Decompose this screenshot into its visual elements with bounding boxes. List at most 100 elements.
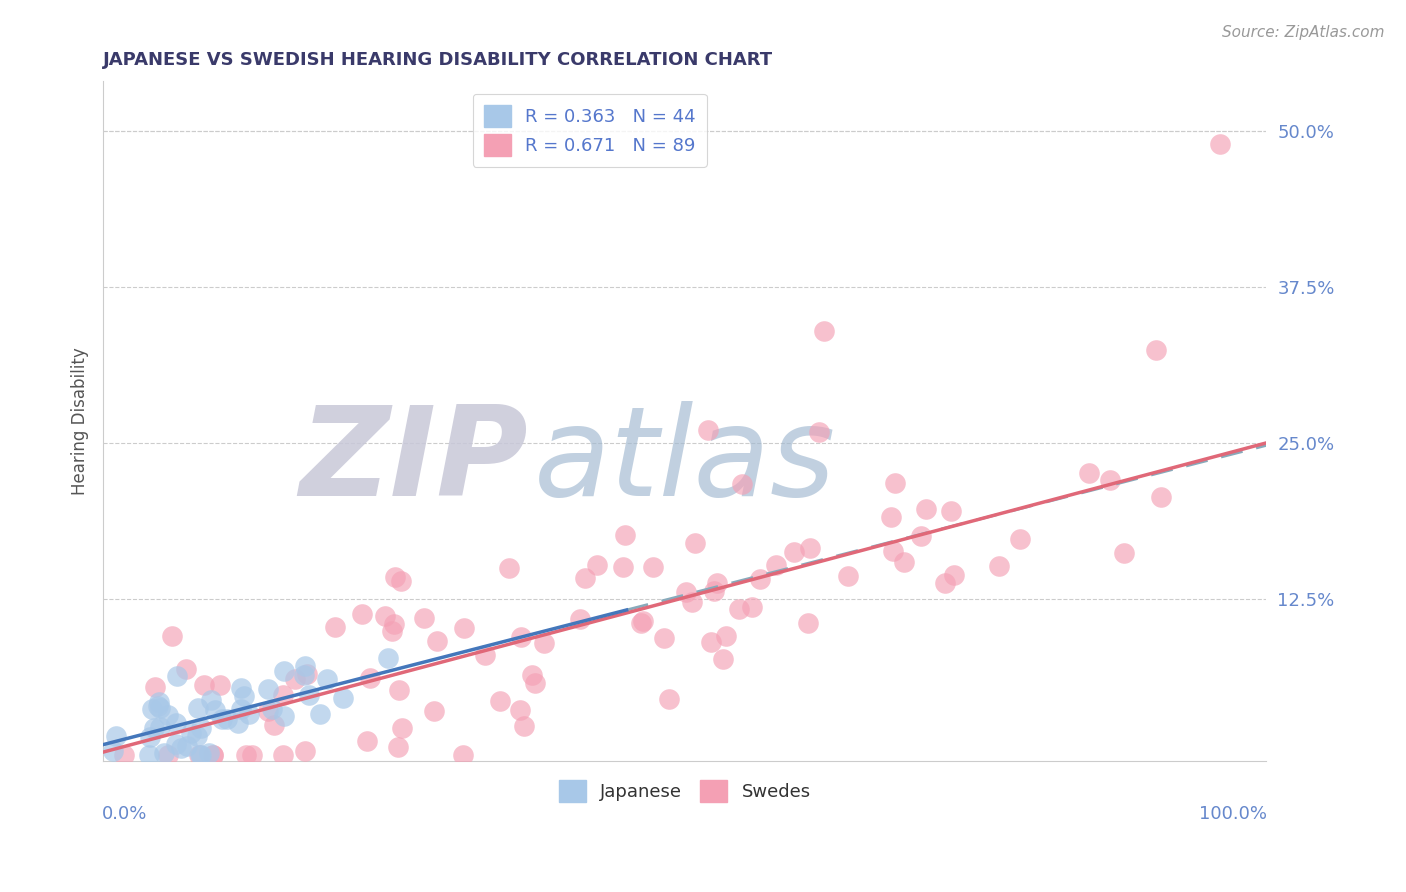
Point (412, 610, 434, 624)
Point (208, 678, 231, 692)
Point (422, 705, 444, 719)
Point (190, 721, 212, 735)
Point (315, 672, 337, 686)
Point (388, 683, 411, 698)
Point (323, 620, 346, 634)
Point (292, 668, 315, 682)
Point (240, 747, 263, 762)
Point (165, 738, 187, 752)
Point (533, 636, 555, 650)
Point (229, 701, 252, 715)
Point (910, 529, 932, 543)
Point (706, 576, 728, 591)
Point (157, 708, 180, 723)
Point (425, 634, 447, 648)
Point (101, 744, 124, 758)
Point (837, 569, 859, 583)
Point (716, 629, 738, 643)
Point (271, 688, 294, 702)
Point (112, 747, 135, 762)
Point (1010, 533, 1032, 547)
Point (200, 693, 222, 707)
Point (273, 664, 295, 678)
Point (166, 669, 188, 683)
Point (522, 668, 544, 682)
Y-axis label: Hearing Disability: Hearing Disability (72, 347, 89, 495)
Point (202, 747, 225, 762)
Point (509, 703, 531, 717)
Point (384, 569, 406, 583)
Point (797, 616, 820, 631)
Point (1112, 546, 1135, 560)
Point (1077, 466, 1099, 480)
Point (187, 747, 209, 762)
Point (283, 672, 305, 686)
Point (524, 676, 547, 690)
Point (309, 707, 332, 722)
Point (153, 746, 176, 760)
Point (882, 544, 904, 558)
Point (510, 630, 533, 644)
Point (235, 747, 257, 762)
Point (391, 721, 413, 735)
Point (190, 747, 212, 762)
Point (807, 425, 830, 439)
Point (765, 558, 787, 572)
Text: JAPANESE VS SWEDISH HEARING DISABILITY CORRELATION CHART: JAPANESE VS SWEDISH HEARING DISABILITY C… (103, 51, 773, 69)
Point (783, 545, 806, 559)
Point (211, 712, 233, 726)
Point (893, 555, 915, 569)
Point (105, 729, 128, 743)
Point (294, 659, 316, 673)
Point (474, 648, 496, 662)
Point (139, 730, 162, 744)
Text: ZIP: ZIP (299, 401, 527, 523)
Point (149, 720, 172, 734)
Point (1150, 490, 1173, 504)
Text: 0.0%: 0.0% (103, 805, 148, 823)
Point (658, 692, 681, 706)
Point (683, 536, 706, 550)
Point (160, 630, 183, 644)
Point (1144, 343, 1167, 358)
Point (700, 635, 723, 649)
Point (332, 691, 354, 706)
Point (138, 747, 160, 762)
Point (263, 718, 285, 732)
Point (880, 510, 903, 524)
Point (165, 716, 187, 731)
Point (389, 574, 412, 588)
Point (188, 747, 211, 762)
Point (498, 560, 520, 574)
Point (711, 652, 734, 666)
Point (799, 541, 821, 556)
Point (681, 595, 703, 609)
Point (148, 698, 170, 713)
Point (1098, 473, 1121, 487)
Point (749, 573, 772, 587)
Point (614, 527, 637, 541)
Point (356, 733, 378, 747)
Point (176, 739, 198, 753)
Point (731, 477, 754, 491)
Point (585, 558, 607, 573)
Point (229, 681, 252, 695)
Text: Source: ZipAtlas.com: Source: ZipAtlas.com (1222, 25, 1385, 40)
Point (741, 600, 763, 615)
Point (187, 701, 209, 715)
Point (198, 746, 221, 760)
Point (934, 576, 956, 591)
Point (297, 688, 319, 702)
Point (675, 584, 697, 599)
Point (143, 721, 166, 735)
Point (451, 747, 474, 762)
Point (174, 662, 197, 676)
Point (883, 476, 905, 491)
Point (569, 612, 592, 626)
Point (180, 726, 202, 740)
Point (271, 747, 294, 762)
Point (728, 602, 751, 616)
Point (193, 678, 215, 692)
Point (703, 583, 725, 598)
Point (141, 702, 163, 716)
